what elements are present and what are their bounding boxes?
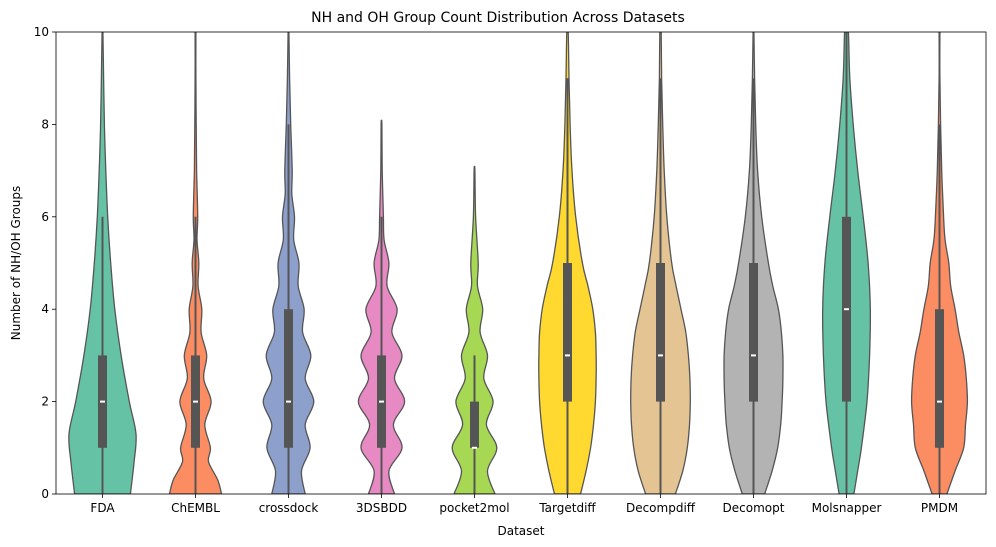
median-PMDM (937, 400, 942, 403)
y-tick-label: 0 (41, 487, 49, 501)
x-tick-label-FDA: FDA (90, 501, 115, 515)
median-Molsnapper (844, 308, 849, 311)
median-pocket2mol (472, 446, 477, 449)
median-FDA (100, 400, 105, 403)
iqr-box-pocket2mol (470, 401, 479, 448)
y-tick-label: 2 (41, 395, 49, 409)
iqr-box-crossdock (284, 309, 293, 448)
x-tick-label-pocket2mol: pocket2mol (439, 501, 509, 515)
violins-group (68, 32, 969, 494)
iqr-box-PMDM (935, 309, 944, 448)
x-tick-label-Decompdiff: Decompdiff (626, 501, 696, 515)
x-axis-label: Dataset (498, 524, 545, 538)
x-tick-label-Targetdiff: Targetdiff (538, 501, 596, 515)
y-axis: 0 2 4 6 8 10 (34, 25, 56, 501)
chart-title: NH and OH Group Count Distribution Acros… (311, 10, 685, 26)
median-Targetdiff (565, 354, 570, 357)
median-Decompdiff (658, 354, 663, 357)
x-tick-label-Decomopt: Decomopt (723, 501, 785, 515)
x-tick-label-crossdock: crossdock (259, 501, 319, 515)
x-tick-label-PMDM: PMDM (921, 501, 958, 515)
median-crossdock (286, 400, 291, 403)
x-axis: FDA ChEMBL crossdock 3DSBDD pocket2mol Target… (90, 494, 958, 515)
y-tick-label: 6 (41, 210, 49, 224)
median-ChEMBL (193, 400, 198, 403)
y-tick-label: 4 (41, 302, 49, 316)
plot-frame (55, 31, 987, 495)
iqr-box-Targetdiff (563, 263, 572, 402)
y-tick-label: 8 (41, 117, 49, 131)
median-3DSBDD (379, 400, 384, 403)
median-Decomopt (751, 354, 756, 357)
x-tick-label-ChEMBL: ChEMBL (171, 501, 220, 515)
violin-pocket2mol (451, 165, 498, 494)
x-tick-label-3DSBDD: 3DSBDD (356, 501, 407, 515)
iqr-box-Decomopt (749, 263, 758, 402)
x-tick-label-Molsnapper: Molsnapper (812, 501, 882, 515)
iqr-box-Decompdiff (656, 263, 665, 402)
y-axis-label: Number of NH/OH Groups (9, 186, 23, 341)
y-tick-label: 10 (34, 25, 49, 39)
